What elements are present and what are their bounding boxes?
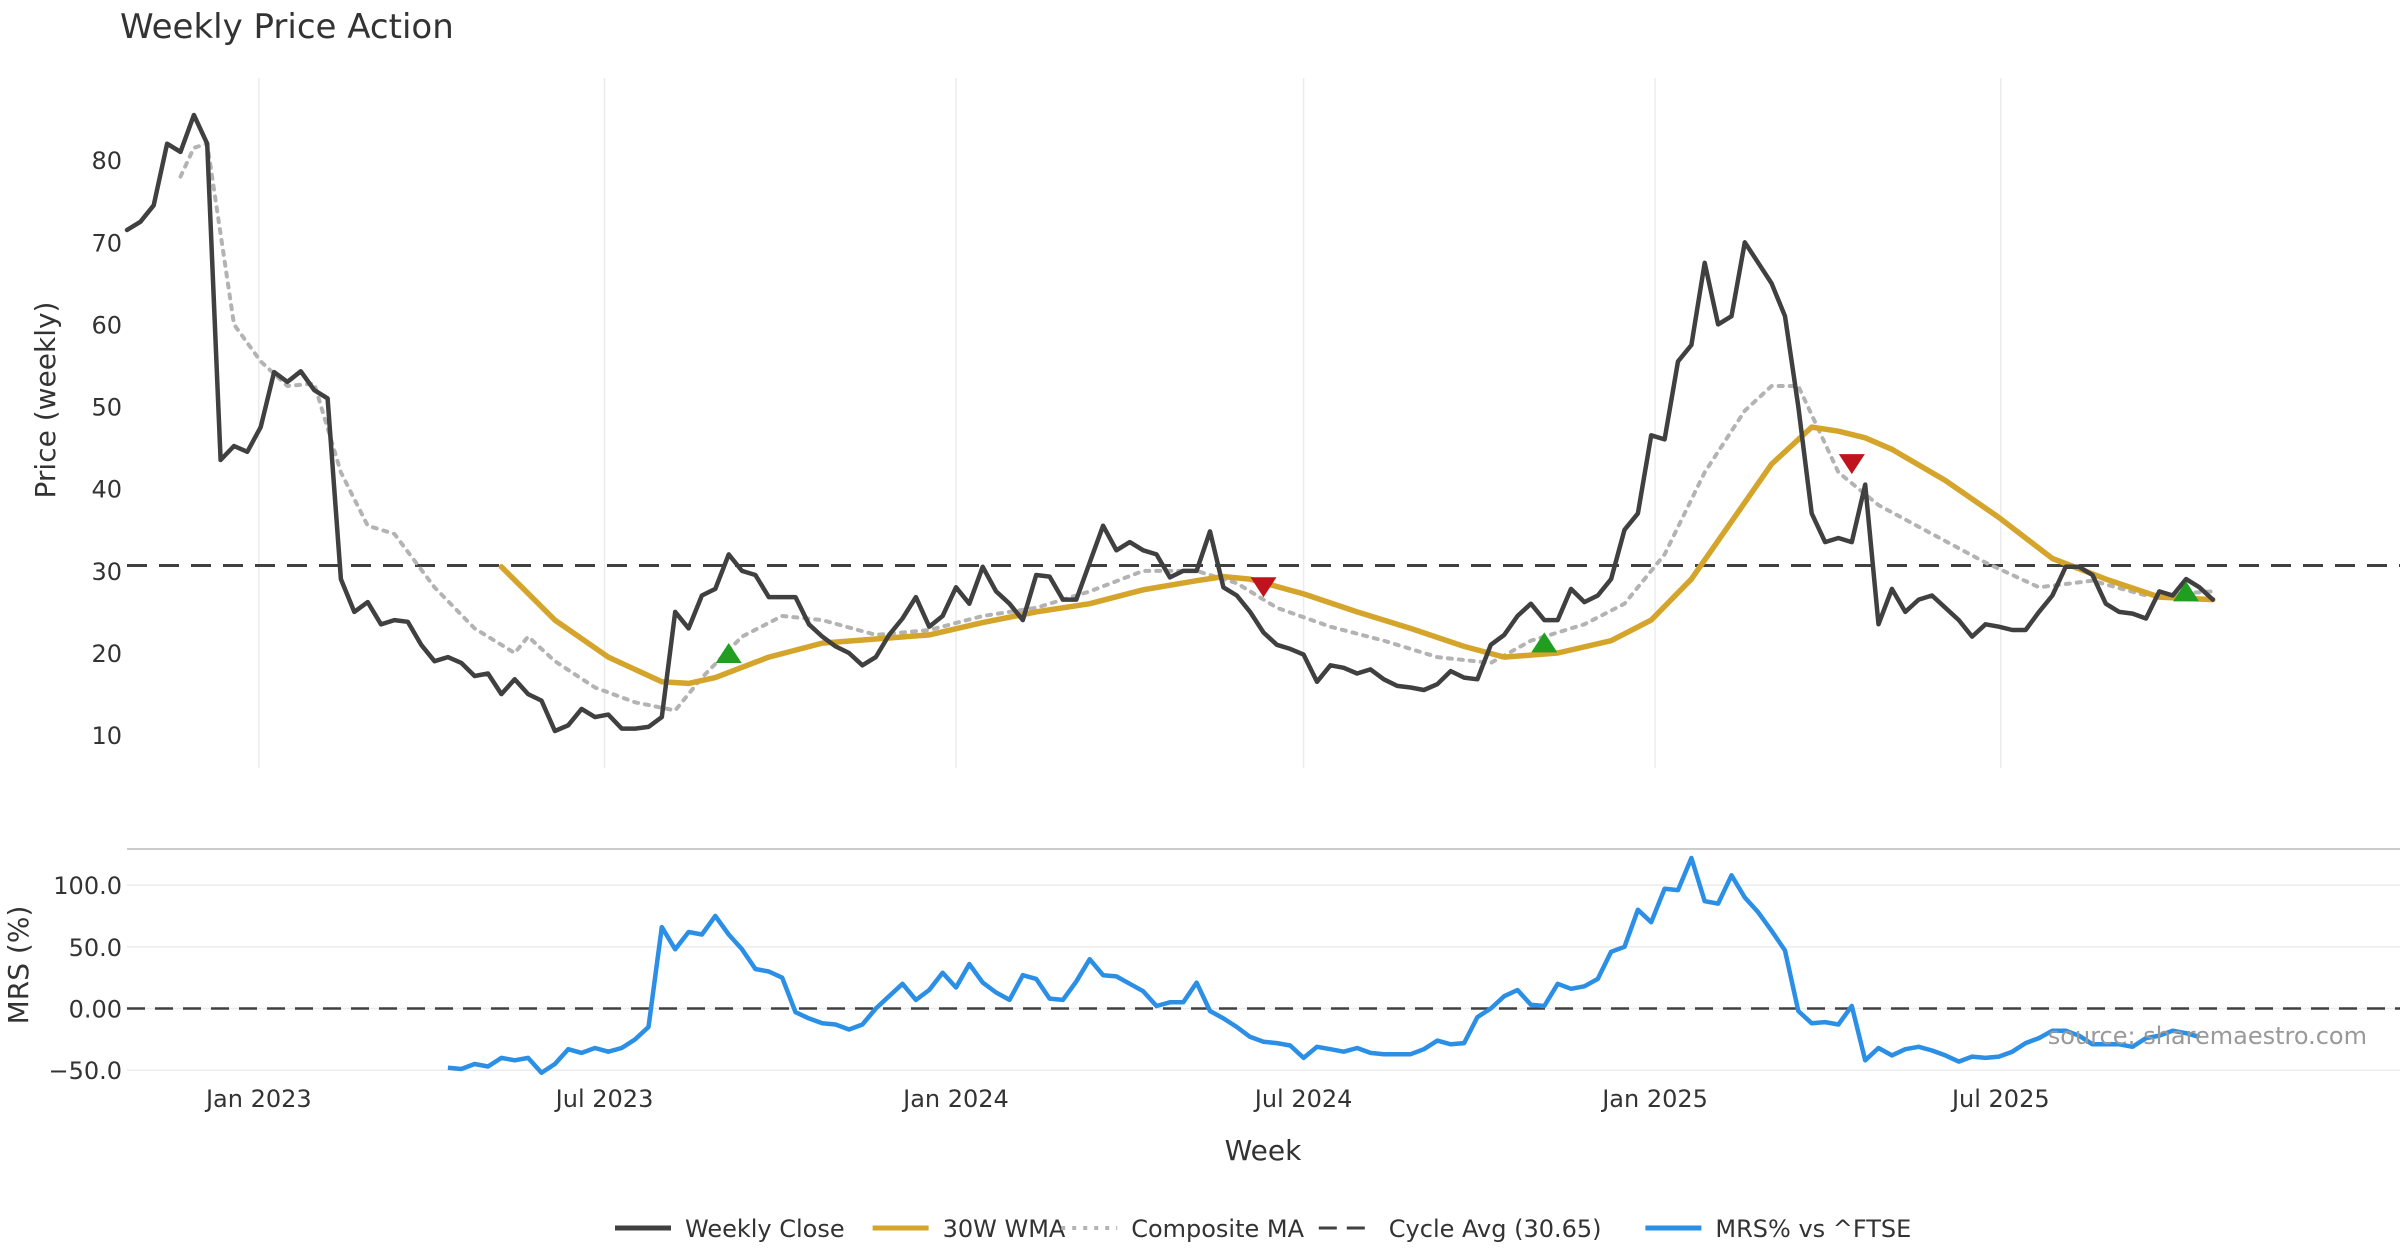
price-y-tick-label: 70: [91, 229, 122, 257]
legend-label: Composite MA: [1131, 1215, 1304, 1243]
x-tick-label: Jan 2024: [901, 1085, 1009, 1113]
legend-item: MRS% vs ^FTSE: [1645, 1215, 1911, 1243]
composite-ma-line: [178, 141, 2215, 713]
wma-30w-line: [498, 424, 2216, 687]
signal-markers: [715, 454, 2200, 663]
legend-item: Composite MA: [1061, 1215, 1305, 1243]
legend: Weekly Close 30W WMA Composite MA Cycle Avg…: [615, 1215, 1911, 1243]
chart-title: Weekly Price Action: [120, 7, 454, 47]
mrs-y-axis: −50.0 0.00 50.0 100.0: [48, 872, 122, 1085]
price-y-axis: 10 20 30 40 50 60 70 80: [91, 147, 122, 750]
mrs-y-tick-label: 100.0: [53, 872, 122, 900]
legend-label: MRS% vs ^FTSE: [1715, 1215, 1911, 1243]
x-axis: Jan 2023 Jul 2023 Jan 2024 Jul 2024 Jan 2025…: [204, 1085, 2050, 1113]
price-y-tick-label: 10: [91, 722, 122, 750]
legend-item: Cycle Avg (30.65): [1318, 1215, 1602, 1243]
legend-label: 30W WMA: [943, 1215, 1066, 1243]
legend-label: Cycle Avg (30.65): [1389, 1215, 1602, 1243]
x-tick-label: Jan 2025: [1600, 1085, 1708, 1113]
price-y-tick-label: 60: [91, 311, 122, 339]
price-y-tick-label: 50: [91, 394, 122, 422]
sell-signal-marker: [1250, 577, 1277, 598]
x-tick-label: Jul 2024: [1253, 1085, 1353, 1113]
sell-signal-marker: [1838, 454, 1865, 475]
price-y-tick-label: 30: [91, 558, 122, 586]
legend-item: 30W WMA: [872, 1215, 1066, 1243]
mrs-y-tick-label: −50.0: [48, 1057, 122, 1085]
mrs-y-axis-title: MRS (%): [2, 906, 35, 1025]
legend-item: Weekly Close: [615, 1215, 845, 1243]
buy-signal-marker: [1531, 632, 1558, 653]
legend-label: Weekly Close: [685, 1215, 845, 1243]
buy-signal-marker: [715, 643, 742, 663]
price-y-axis-title: Price (weekly): [29, 302, 62, 499]
source-note: source: sharemaestro.com: [2048, 1022, 2367, 1050]
price-series: [124, 112, 2216, 734]
mrs-line: [447, 855, 2201, 1075]
price-y-tick-label: 80: [91, 147, 122, 175]
price-grid: [258, 78, 2002, 768]
x-tick-label: Jan 2023: [204, 1085, 312, 1113]
mrs-y-tick-label: 50.0: [69, 934, 122, 962]
x-tick-label: Jul 2023: [554, 1085, 654, 1113]
weekly-close-line: [124, 112, 2216, 734]
buy-signal-marker: [2173, 581, 2200, 602]
price-y-tick-label: 40: [91, 476, 122, 504]
mrs-y-tick-label: 0.00: [69, 996, 122, 1024]
mrs-series: [447, 855, 2201, 1075]
x-axis-title: Week: [1225, 1134, 1302, 1167]
x-tick-label: Jul 2025: [1950, 1085, 2050, 1113]
price-y-tick-label: 20: [91, 640, 122, 668]
